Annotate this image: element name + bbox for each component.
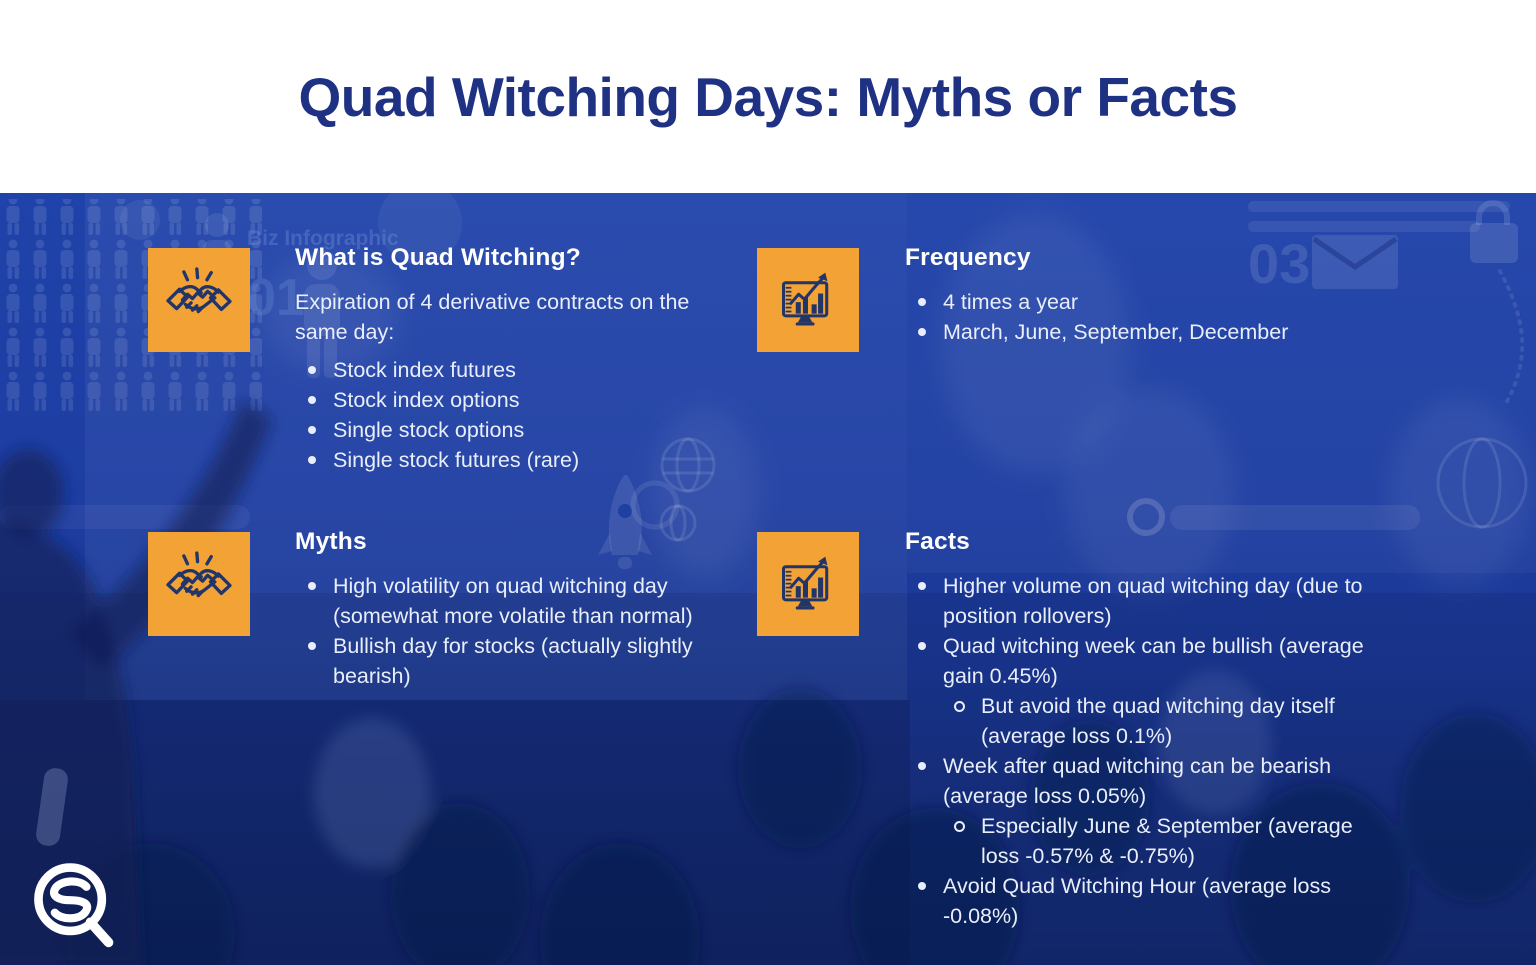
bullet-item: Single stock futures (rare) xyxy=(295,445,725,475)
section-intro: Expiration of 4 derivative contracts on … xyxy=(295,290,690,344)
section-heading: Facts xyxy=(905,528,971,555)
bullet-item: March, June, September, December xyxy=(905,317,1425,347)
envelope-icon xyxy=(1312,235,1398,289)
stage-background: Biz Infographic 01 03 xyxy=(0,193,1536,965)
section-heading: Frequency xyxy=(905,244,1031,271)
bullet-list: 4 times a year March, June, September, De… xyxy=(905,287,1425,347)
sq-brand-logo xyxy=(34,863,114,948)
bullet-item: Higher volume on quad witching day (due … xyxy=(905,571,1383,631)
bullet-item: High volatility on quad witching day (so… xyxy=(295,571,707,631)
bar-chart-monitor-icon xyxy=(757,248,859,352)
bullet-list: Stock index futures Stock index options Si… xyxy=(295,355,725,475)
globe-icon xyxy=(659,437,1528,542)
bullet-item: Quad witching week can be bullish (avera… xyxy=(905,631,1383,691)
number-03-watermark: 03 xyxy=(1248,232,1310,295)
bullet-item: Bullish day for stocks (actually slightl… xyxy=(295,631,707,691)
bullet-item: Avoid Quad Witching Hour (average loss -… xyxy=(905,871,1383,931)
bullet-item: Week after quad witching can be bearish … xyxy=(905,751,1383,811)
padlock-icon xyxy=(1470,200,1525,407)
header-band: Quad Witching Days: Myths or Facts xyxy=(0,0,1536,193)
world-map-shapes xyxy=(260,213,1530,598)
handshake-icon xyxy=(148,532,250,636)
bullet-item: But avoid the quad witching day itself (… xyxy=(905,691,1383,751)
biz-infographic-watermark: Biz Infographic xyxy=(247,227,399,250)
bullet-item: 4 times a year xyxy=(905,287,1425,317)
bar-chart-monitor-icon xyxy=(757,532,859,636)
section-heading: Myths xyxy=(295,528,367,555)
placeholder-text-lines xyxy=(1248,201,1510,232)
number-01-watermark: 01 xyxy=(247,269,305,327)
bullet-item: Especially June & September (average los… xyxy=(905,811,1383,871)
audience-silhouettes xyxy=(65,671,1536,965)
page-title: Quad Witching Days: Myths or Facts xyxy=(298,65,1238,128)
rocket-icon xyxy=(598,475,652,569)
bullet-list: High volatility on quad witching day (so… xyxy=(295,571,707,691)
background-watermarks: Biz Infographic 01 03 xyxy=(247,227,1310,327)
bullet-item: Stock index options xyxy=(295,385,725,415)
bullet-item: Stock index futures xyxy=(295,355,725,385)
bullet-item: Single stock options xyxy=(295,415,725,445)
bullet-list: Higher volume on quad witching day (due … xyxy=(905,571,1383,931)
section-heading: What is Quad Witching? xyxy=(295,244,581,271)
handshake-icon xyxy=(148,248,250,352)
